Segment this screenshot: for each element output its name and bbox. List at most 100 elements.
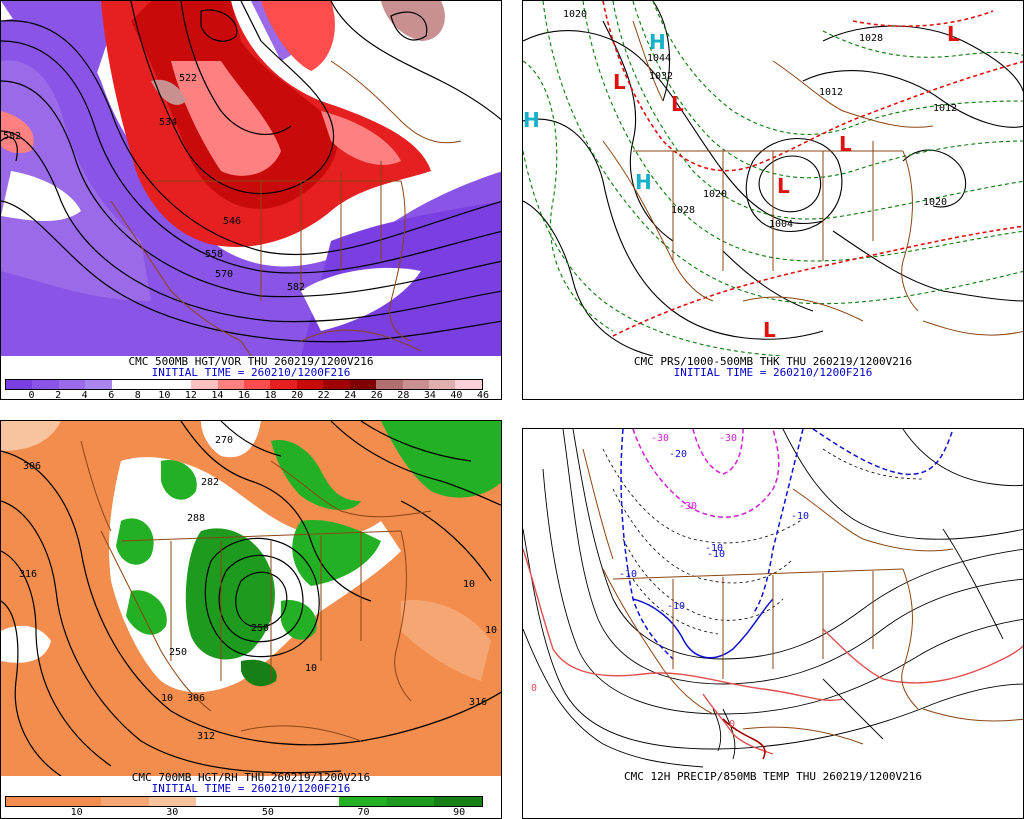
isotherm-label: -30	[719, 433, 737, 444]
isotherm-label: -10	[619, 569, 637, 580]
panel-title: CMC 500MB HGT/VOR THU 260219/1200V216	[128, 355, 374, 368]
isobar-label: 1004	[769, 219, 793, 230]
colorbar-segment	[243, 797, 292, 806]
low-pressure-marker: L	[613, 70, 626, 94]
contour-label: 306	[187, 693, 205, 704]
isobar-label: 1020	[703, 189, 727, 200]
colorbar-label: 30	[166, 807, 179, 818]
colorbar-labels: 10 30 50 70 90	[5, 807, 481, 818]
colorbar-label: 46	[476, 390, 490, 400]
low-pressure-marker: L	[947, 22, 960, 46]
colorbar-label: 10	[70, 807, 83, 818]
isotherm-label: 0	[729, 719, 735, 730]
colorbar-segment	[53, 797, 102, 806]
colorbar-segment	[296, 380, 324, 389]
colorbar-segment	[217, 380, 244, 389]
colorbar-label: 20	[291, 390, 304, 400]
contour-label: 534	[159, 117, 177, 128]
colorbar-segment	[243, 380, 271, 389]
isobar-label: 1044	[647, 53, 671, 64]
colorbar-segment	[101, 797, 149, 806]
isotherm-label: -10	[667, 601, 685, 612]
colorbar-segment	[339, 797, 387, 806]
colorbar-label: 28	[397, 390, 410, 400]
contour-label: 570	[215, 269, 233, 280]
colorbar-segment	[138, 380, 165, 389]
high-pressure-marker: H	[523, 108, 540, 132]
colorbar-segment	[32, 380, 59, 389]
colorbar-segment	[349, 380, 377, 389]
precip-temperature-map: -30 -30 -20 -30 -10 -10 -10 -10 -10 0 0	[523, 429, 1023, 769]
isobar-label: 1032	[649, 71, 673, 82]
low-pressure-marker: L	[777, 174, 790, 198]
isobar-label: 1020	[563, 9, 587, 20]
colorbar-label: 50	[261, 807, 274, 818]
colorbar-label: 34	[423, 390, 436, 400]
panel-precip-850mb-temp: -30 -30 -20 -30 -10 -10 -10 -10 -10 0 0 …	[522, 428, 1024, 819]
colorbar-label: 26	[370, 390, 383, 400]
contour-label: 316	[469, 697, 487, 708]
contour-label: 250	[251, 623, 269, 634]
contour-label: 522	[179, 73, 197, 84]
contour-label: 270	[215, 435, 233, 446]
colorbar-label: 8	[134, 390, 141, 400]
colorbar-labels: 0 2 4 6 8 10 12 14 16 18 20 22 24 26 28 34 40 46	[5, 390, 489, 400]
colorbar-segment	[386, 797, 435, 806]
colorbar-label: 2	[55, 390, 62, 400]
isobar-label: 1012	[819, 87, 843, 98]
contour-label: 288	[187, 513, 205, 524]
contour-label: 546	[223, 216, 241, 227]
isotherm-label: -10	[707, 549, 725, 560]
low-pressure-marker: L	[763, 318, 776, 342]
contour-label: 312	[197, 731, 215, 742]
colorbar-segment	[191, 380, 218, 389]
initial-time: INITIAL TIME = 260210/1200F216	[151, 782, 351, 795]
colorbar-label: 10	[158, 390, 171, 400]
colorbar-segment	[429, 380, 456, 389]
panel-title: CMC 12H PRECIP/850MB TEMP THU 260219/120…	[623, 770, 922, 783]
pressure-thickness-map: H H H L L L L L L 1020 1044 1032 1028 10…	[523, 1, 1023, 356]
colorbar-segment	[291, 797, 340, 806]
colorbar-label: 24	[344, 390, 357, 400]
colorbar-label: 4	[81, 390, 88, 400]
isotherm-label: -10	[705, 543, 723, 554]
colorbar-segment	[148, 797, 197, 806]
colorbar-segment	[58, 380, 86, 389]
colorbar-segment	[323, 380, 350, 389]
contour-label: 10	[463, 579, 475, 590]
colorbar-label: 90	[453, 807, 466, 818]
low-pressure-marker: L	[671, 92, 684, 116]
panel-700mb-hgt-rh: 270 282 288 306 316 10 10 306 312 10 250…	[0, 420, 502, 819]
colorbar-label: 12	[184, 390, 197, 400]
isobar-label: 1012	[933, 103, 957, 114]
colorbar	[5, 379, 483, 390]
initial-time: INITIAL TIME = 260210/1200F216	[151, 366, 351, 379]
colorbar-label: 14	[211, 390, 224, 400]
contour-label: 250	[169, 647, 187, 658]
colorbar-segment	[376, 380, 403, 389]
panel-title: CMC 700MB HGT/RH THU 260219/1200V216	[131, 771, 371, 784]
colorbar-label: 70	[357, 807, 370, 818]
isotherm-label: -10	[791, 511, 809, 522]
colorbar-label: 16	[237, 390, 251, 400]
colorbar	[5, 796, 483, 807]
relative-humidity-map: 270 282 288 306 316 10 10 306 312 10 250…	[1, 421, 501, 776]
isotherm-label: 0	[531, 683, 537, 694]
panel-500mb-hgt-vor: 582 522 534 546 558 570 582 CMC 500MB HG…	[0, 0, 502, 400]
contour-label: 558	[205, 249, 223, 260]
colorbar-segment	[111, 380, 139, 389]
colorbar-segment	[196, 797, 244, 806]
isobar-label: 1028	[859, 33, 883, 44]
initial-time: INITIAL TIME = 260210/1200F216	[673, 366, 873, 379]
contour-label: 10	[485, 625, 497, 636]
low-pressure-marker: L	[839, 132, 852, 156]
colorbar-segment	[270, 380, 297, 389]
contour-label: 10	[305, 663, 317, 674]
colorbar-segment	[402, 380, 429, 389]
isobar-label: 1020	[923, 197, 947, 208]
contour-label: 306	[23, 461, 41, 472]
panel-title: CMC PRS/1000-500MB THK THU 260219/1200V2…	[633, 355, 913, 368]
vorticity-map: 582 522 534 546 558 570 582	[1, 1, 501, 356]
isotherm-label: -30	[679, 501, 697, 512]
colorbar-label: 22	[317, 390, 330, 400]
